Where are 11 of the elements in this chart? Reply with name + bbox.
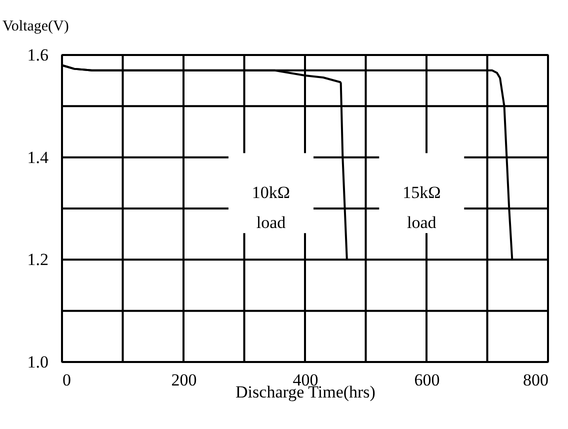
x-tick-label: 200 [171, 370, 197, 390]
y-axis-title: Voltage(V) [2, 18, 69, 34]
y-tick-label: 1.6 [27, 46, 48, 64]
x-tick-label: 0 [62, 370, 71, 390]
y-tick-label: 1.2 [27, 250, 48, 270]
annotation: 10kΩ load [252, 183, 290, 232]
y-tick-label: 1.4 [27, 148, 49, 167]
x-tick-label: 600 [414, 370, 440, 390]
x-tick-label: 800 [523, 370, 548, 390]
y-tick-label: 1.0 [27, 352, 48, 372]
annotation: 15kΩ load [402, 183, 441, 232]
